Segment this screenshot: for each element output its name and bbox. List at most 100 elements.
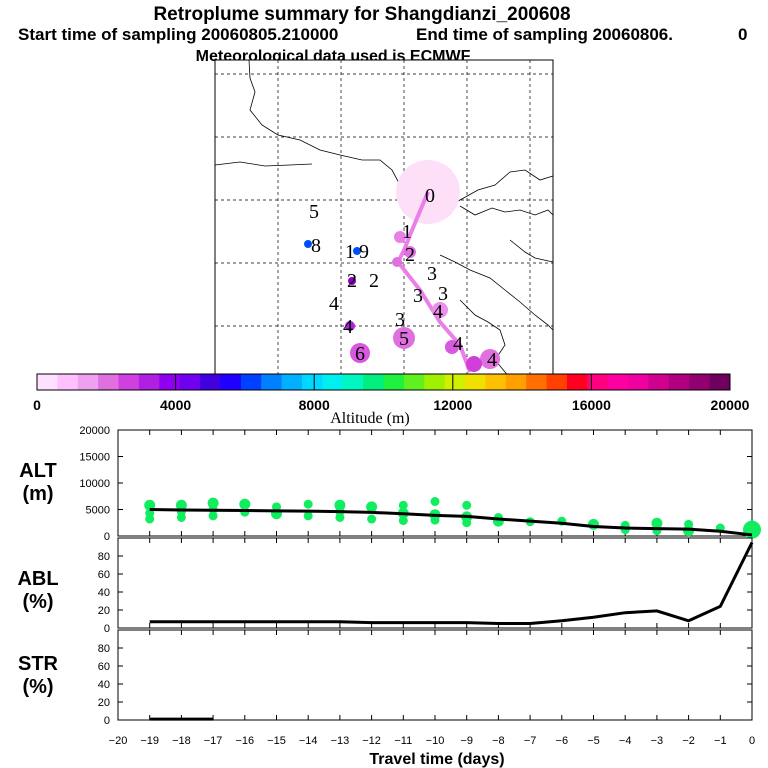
plume-marker [350, 343, 370, 363]
alt-scatter-point [430, 515, 440, 525]
alt-scatter-point [743, 520, 761, 539]
colorbar-swatch [240, 374, 262, 390]
panel-frame [117, 537, 753, 629]
x-tick-label: −8 [492, 735, 505, 747]
colorbar-swatch [444, 374, 466, 390]
day-label: 4 [343, 316, 353, 338]
day-label: 0 [425, 185, 435, 207]
x-tick-label: −12 [362, 735, 381, 747]
colorbar-ticks: 0 4000 8000 12000 16000 20000 [33, 374, 750, 413]
day-label: 4 [453, 333, 463, 355]
panel-frame [117, 629, 753, 721]
colorbar-tick-label: 8000 [299, 397, 330, 413]
day-label: 4 [329, 293, 339, 315]
day-label: 2 [347, 270, 357, 292]
alt-scatter-point [176, 512, 186, 522]
plume-marker [348, 277, 356, 285]
end-time-tail: 0 [738, 25, 747, 44]
y-tick-label: 20 [98, 605, 110, 617]
plume-marker [466, 356, 482, 372]
x-tick-labels: −20 −19 −18 −17 −16 −15 −14 −13 −12 −11 −10 −9 −8 −7−… [109, 735, 755, 747]
end-time-text: End time of sampling 20060806. [416, 25, 673, 44]
x-tick-label: −18 [172, 735, 191, 747]
colorbar-swatch [546, 374, 568, 390]
map-gridlines [215, 60, 553, 380]
abl-axis-label: ABL [17, 568, 58, 590]
alt-scatter-point [335, 512, 345, 522]
x-tick-label: −2 [682, 735, 695, 747]
str-axis-unit: (%) [22, 676, 53, 698]
plume-marker [445, 340, 459, 354]
alt-scatter-point [303, 499, 313, 509]
colorbar-swatch [37, 374, 58, 390]
colorbar-swatch [485, 374, 507, 390]
colorbar-tick-label: 20000 [711, 397, 750, 413]
x-tick-label: 0 [749, 735, 755, 747]
colorbar-swatch [668, 374, 690, 390]
altitude-colorbar [36, 373, 731, 391]
abl-axis-unit: (%) [22, 591, 53, 613]
y-tick-label: 0 [104, 623, 110, 635]
day-label: 3 [413, 285, 423, 307]
x-tick-label: −9 [460, 735, 473, 747]
y-tick-label: 5000 [86, 505, 110, 517]
plume-marker [353, 247, 361, 255]
map-borders [214, 59, 554, 381]
day-label: 4 [433, 301, 443, 323]
y-tick-label: 0 [104, 531, 110, 543]
alt-scatter-point [334, 499, 346, 511]
x-tick-label: −10 [426, 735, 445, 747]
day-label: 4 [487, 349, 497, 371]
colorbar-swatch [322, 374, 344, 390]
x-axis-label: Travel time (days) [369, 751, 504, 768]
plume-marker [394, 231, 406, 243]
day-label: 8 [311, 235, 321, 257]
colorbar-swatch [363, 374, 384, 390]
colorbar-tick-label: 0 [33, 397, 41, 413]
day-label: 5 [399, 328, 409, 350]
day-label: 3 [438, 283, 448, 305]
str-axis-label: STR [18, 653, 59, 675]
alt-scatter-point [145, 514, 155, 524]
alt-panel: 0 5000 10000 15000 20000 [79, 425, 761, 543]
y-tick-label: 40 [98, 587, 110, 599]
colorbar-swatch [342, 374, 364, 390]
colorbar-swatch [220, 374, 242, 390]
str-panel: 0 20 40 60 80 [98, 629, 753, 727]
colorbar-swatch [118, 374, 140, 390]
colorbar-swatch [526, 374, 548, 390]
y-tick-label: 20 [98, 697, 110, 709]
day-label: 2 [369, 270, 379, 292]
colorbar-swatch [77, 374, 99, 390]
colorbar-swatch [138, 374, 160, 390]
colorbar-swatch [200, 374, 221, 390]
x-tick-label: −15 [267, 735, 286, 747]
colorbar-label: Altitude (m) [330, 410, 410, 427]
plume-centroid-path [395, 191, 472, 373]
x-tick-label: −13 [331, 735, 350, 747]
plume-track [304, 160, 500, 373]
alt-scatter-point [303, 511, 313, 521]
day-label: 6 [355, 343, 365, 365]
start-time-text: Start time of sampling 20060805.210000 [18, 25, 338, 44]
x-tick-label: −11 [394, 735, 412, 747]
alt-scatter-point [462, 500, 472, 510]
plume-marker [345, 321, 355, 331]
alt-axis-label: ALT [19, 460, 56, 482]
colorbar-tick-label: 4000 [160, 397, 191, 413]
x-tick-label: −17 [204, 735, 223, 747]
day-labels: 0 1 2 2 3 3 4 4 5 6 9 8 5 1 2 3 4 3 4 4 [309, 185, 497, 371]
figure-title: Retroplume summary for Shangdianzi_20060… [153, 4, 570, 25]
plume-marker [432, 302, 448, 318]
colorbar-tick-label: 12000 [433, 397, 472, 413]
colorbar-swatch [261, 374, 283, 390]
abl-series-line [149, 541, 754, 625]
day-label: 9 [359, 241, 369, 263]
day-label: 1 [402, 221, 412, 243]
x-tick-label: −3 [651, 735, 664, 747]
y-tick-label: 10000 [79, 478, 110, 490]
alt-scatter-point [175, 499, 187, 511]
x-tick-label: −6 [556, 735, 569, 747]
x-tick-label: −16 [235, 735, 254, 747]
